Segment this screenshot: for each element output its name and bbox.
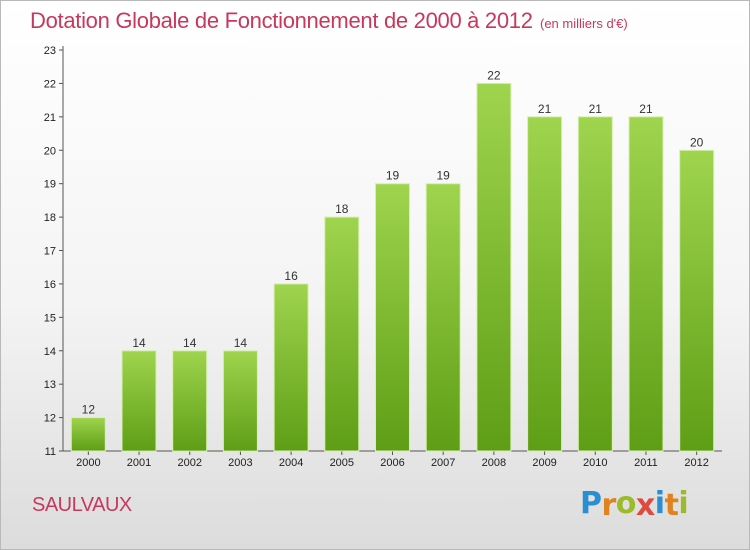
data-label: 14 (132, 336, 146, 350)
x-tick-label: 2001 (127, 457, 151, 469)
bar-2005 (324, 216, 360, 452)
y-tick-label: 15 (44, 312, 56, 324)
data-label: 22 (487, 68, 501, 82)
proxiti-logo: Proxiti (580, 486, 689, 523)
bar-2001 (121, 350, 157, 452)
bar-2008 (476, 82, 512, 452)
x-tick-label: 2007 (431, 457, 455, 469)
bar-2002 (172, 350, 208, 452)
bar-2012 (679, 149, 715, 452)
x-tick-label: 2008 (482, 457, 506, 469)
x-tick-label: 2010 (583, 457, 607, 469)
bar-2009 (527, 116, 563, 452)
bar-2006 (375, 183, 410, 452)
data-label: 21 (639, 102, 653, 116)
x-tick-label: 2009 (532, 457, 556, 469)
x-tick-label: 2000 (76, 457, 100, 469)
data-label: 19 (437, 169, 451, 183)
x-tick-label: 2012 (684, 457, 708, 469)
chart-subtitle: (en milliers d'€) (540, 16, 628, 31)
y-tick-label: 17 (44, 246, 56, 258)
y-tick-label: 11 (45, 446, 56, 458)
x-tick-label: 2011 (634, 457, 658, 469)
y-tick-label: 22 (44, 78, 56, 90)
chart-title: Dotation Globale de Fonctionnement de 20… (30, 8, 533, 33)
data-label: 21 (589, 102, 603, 116)
data-label: 14 (234, 336, 248, 350)
data-label: 14 (183, 336, 197, 350)
bar-2003 (222, 350, 258, 452)
data-label: 12 (82, 403, 96, 417)
y-tick-label: 12 (44, 413, 56, 425)
bar-2000 (70, 417, 106, 452)
town-name: SAULVAUX (32, 494, 132, 516)
bars-group (70, 82, 715, 452)
x-tick-label: 2004 (279, 457, 303, 469)
bar-2011 (628, 116, 664, 452)
x-tick-label: 2006 (380, 457, 404, 469)
y-tick-label: 20 (44, 145, 56, 157)
y-tick-label: 19 (44, 179, 56, 191)
data-label: 18 (335, 202, 349, 216)
x-tick-label: 2005 (330, 457, 354, 469)
y-tick-label: 14 (44, 346, 56, 358)
y-tick-label: 23 (44, 45, 56, 57)
data-label: 20 (690, 135, 704, 149)
x-tick-label: 2003 (228, 457, 252, 469)
data-label: 21 (538, 102, 552, 116)
bar-2004 (273, 283, 309, 452)
data-label: 16 (284, 269, 298, 283)
x-tick-label: 2002 (177, 457, 201, 469)
labels-group: 2000 12 2001 14 2002 14 2003 14 2004 16 2005 18 2006… (76, 68, 709, 469)
y-tick-label: 21 (44, 112, 56, 124)
y-tick-label: 18 (44, 212, 56, 224)
y-tick-label: 16 (44, 279, 56, 291)
y-tick-label: 13 (44, 379, 56, 391)
bar-2007 (425, 183, 461, 452)
bar-2010 (577, 116, 613, 452)
data-label: 19 (386, 169, 400, 183)
